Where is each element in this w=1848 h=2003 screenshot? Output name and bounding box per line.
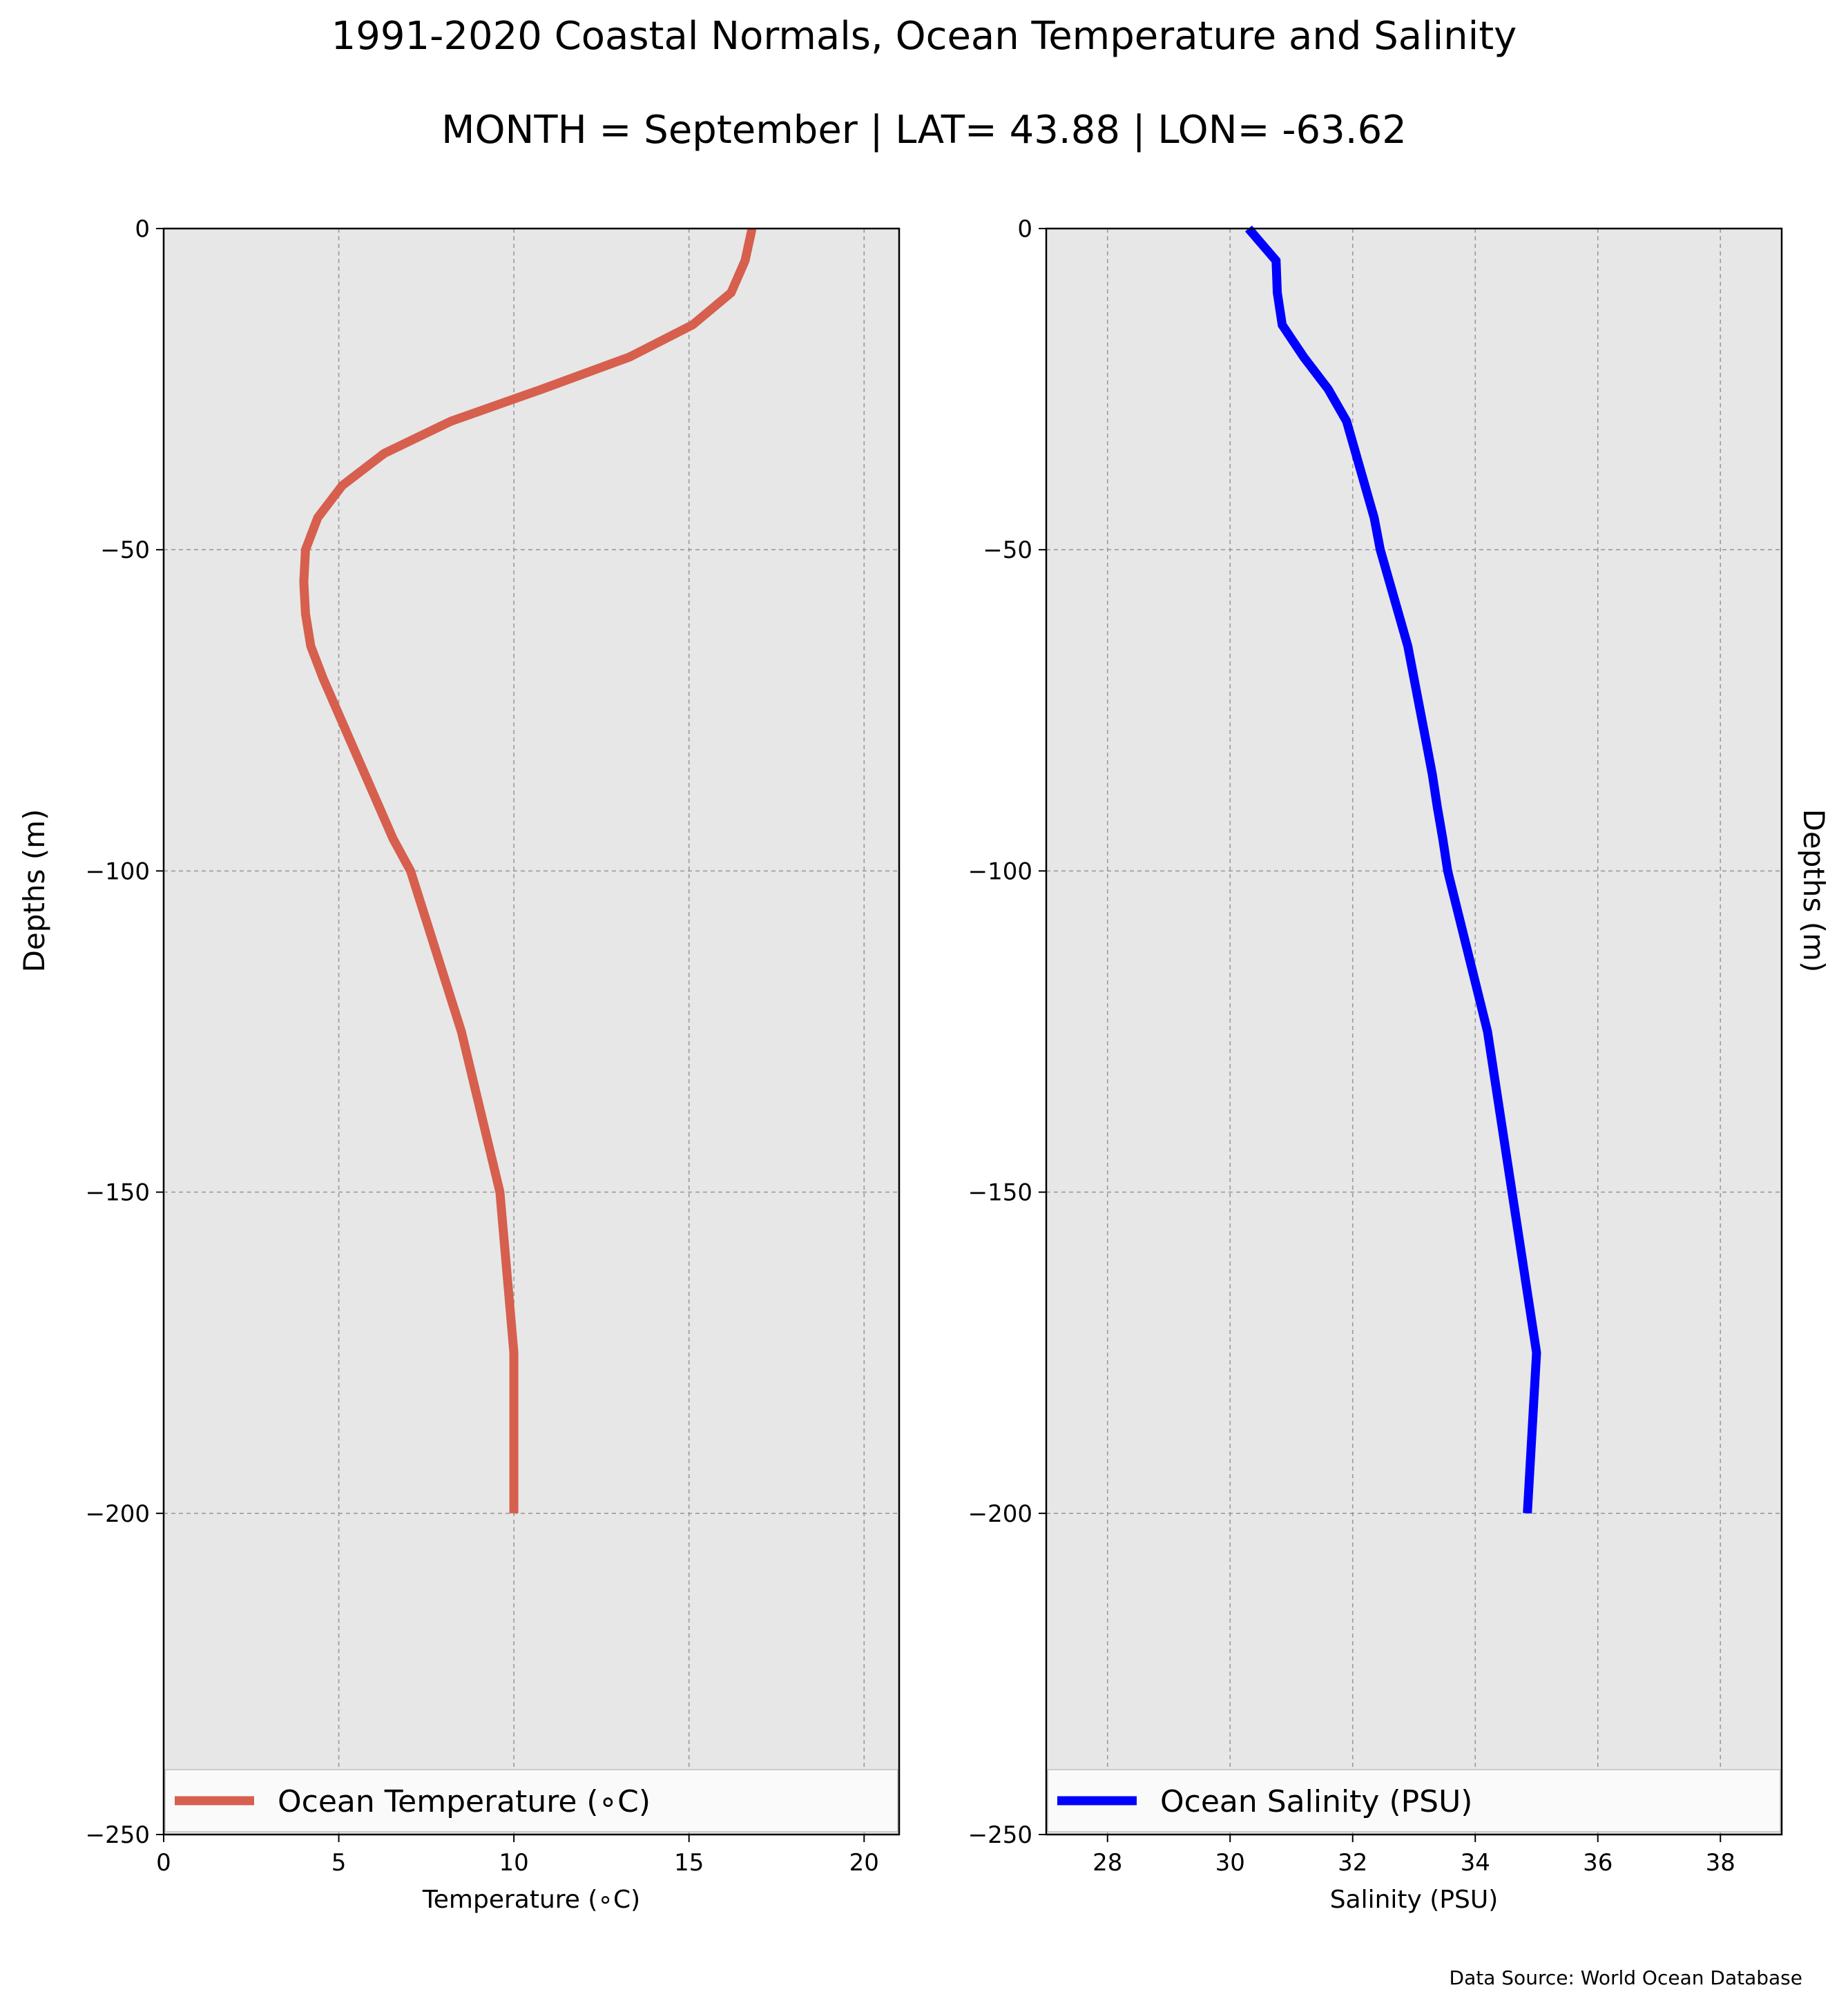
chart-subtitle: MONTH = September | LAT= 43.88 | LON= -6… xyxy=(441,108,1407,153)
y-tick-label: −100 xyxy=(86,858,150,885)
y-axis-label-right: Depths (m) xyxy=(1797,809,1831,973)
y-axis-label-left: Depths (m) xyxy=(17,809,51,973)
x-tick-label: 20 xyxy=(849,1849,879,1877)
y-tick-label: 0 xyxy=(135,215,150,243)
legend: Ocean Salinity (PSU) xyxy=(1047,1769,1781,1832)
plot-background xyxy=(1046,229,1782,1835)
x-tick-label: 10 xyxy=(499,1849,529,1877)
x-axis-label: Temperature (∘C) xyxy=(422,1886,640,1914)
x-tick-label: 5 xyxy=(331,1849,347,1877)
x-axis-label: Salinity (PSU) xyxy=(1330,1886,1499,1914)
salinity-line xyxy=(1244,225,1541,1514)
plot-frame xyxy=(162,227,901,1836)
temperature-panel: Ocean Temperature (∘C) 0 5 10 15 20 0 −50 −100 −1… xyxy=(86,215,901,1914)
legend-box xyxy=(1047,1769,1781,1832)
y-tick-label: −150 xyxy=(86,1179,150,1207)
y-tick-label: −200 xyxy=(86,1500,150,1528)
data-source-note: Data Source: World Ocean Database xyxy=(1450,1966,1802,1989)
y-tick-label: −250 xyxy=(86,1821,150,1849)
y-tick-label: 0 xyxy=(1017,215,1032,243)
legend-label: Ocean Salinity (PSU) xyxy=(1160,1784,1472,1819)
plot-background xyxy=(164,229,899,1835)
x-tick-label: 0 xyxy=(156,1849,171,1877)
legend-box xyxy=(164,1769,898,1832)
y-tick-label: −200 xyxy=(968,1500,1032,1528)
legend: Ocean Temperature (∘C) xyxy=(164,1769,898,1832)
y-tick-label: −50 xyxy=(100,536,150,564)
y-tick-label: −250 xyxy=(968,1821,1032,1849)
plot-frame xyxy=(1045,227,1783,1836)
chart-title: 1991-2020 Coastal Normals, Ocean Tempera… xyxy=(331,14,1517,59)
salinity-panel: Ocean Salinity (PSU) 28 30 32 34 36 38 0 −50 −100… xyxy=(968,215,1783,1914)
x-tick-label: 36 xyxy=(1583,1849,1613,1877)
x-tick-label: 38 xyxy=(1706,1849,1735,1877)
y-tick-label: −150 xyxy=(968,1179,1032,1207)
y-tick-label: −100 xyxy=(968,858,1032,885)
temperature-line xyxy=(299,227,757,1513)
y-tick-label: −50 xyxy=(983,536,1032,564)
x-tick-label: 32 xyxy=(1338,1849,1367,1877)
x-tick-label: 15 xyxy=(674,1849,704,1877)
x-tick-label: 28 xyxy=(1093,1849,1122,1877)
x-tick-label: 30 xyxy=(1215,1849,1245,1877)
x-tick-label: 34 xyxy=(1461,1849,1490,1877)
legend-label: Ocean Temperature (∘C) xyxy=(278,1784,651,1819)
